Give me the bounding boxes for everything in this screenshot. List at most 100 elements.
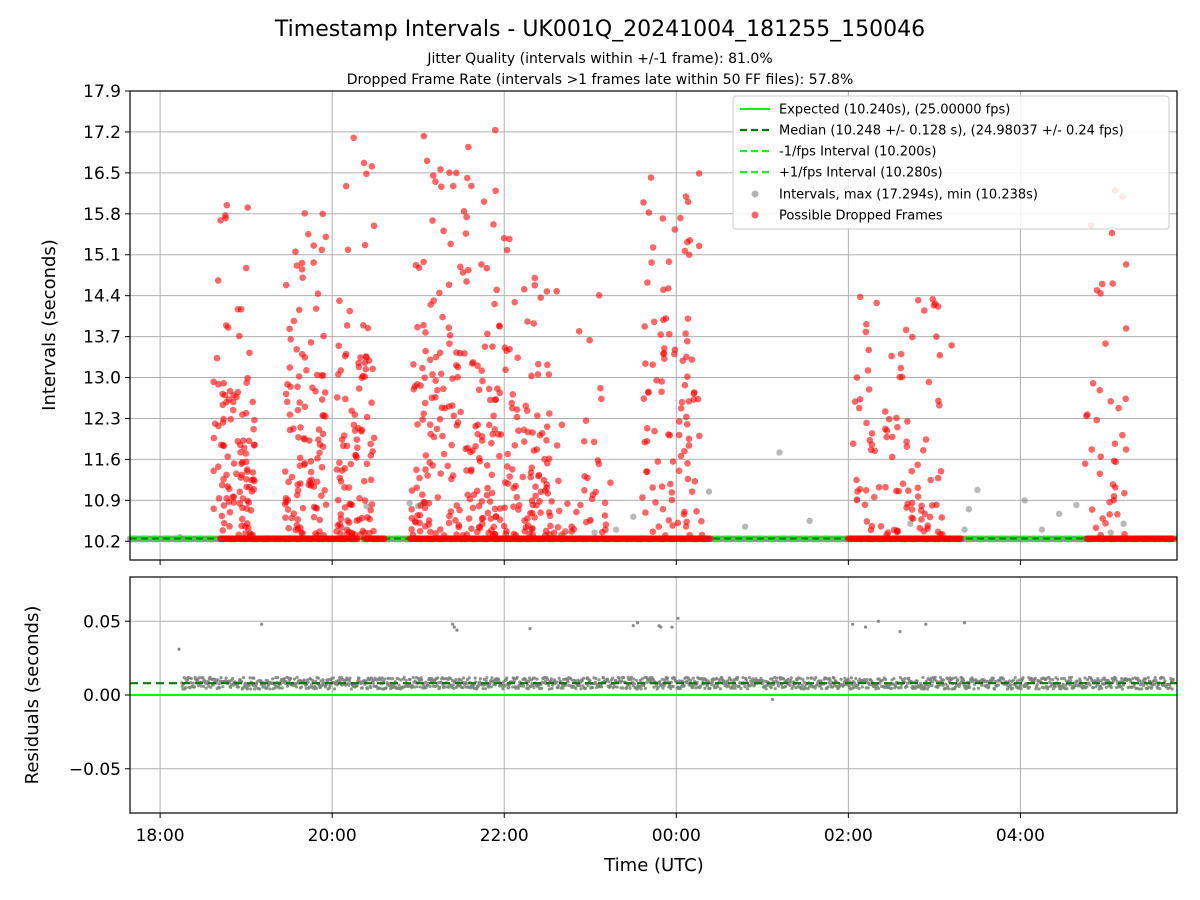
residual-point xyxy=(300,685,304,689)
residual-point xyxy=(1137,687,1141,691)
dropped-frame-point xyxy=(218,481,226,489)
residual-point xyxy=(199,684,203,688)
residual-point xyxy=(921,675,925,679)
dropped-frame-point xyxy=(929,295,937,303)
dropped-frame-point xyxy=(420,410,428,417)
residual-point xyxy=(348,676,352,680)
dropped-frame-point xyxy=(235,531,243,539)
legend-intervals: Intervals, max (17.294s), min (10.238s) xyxy=(779,188,1038,203)
residual-point xyxy=(1018,684,1023,688)
residual-point xyxy=(574,686,578,691)
dropped-frame-point xyxy=(364,324,372,332)
dropped-frame-point xyxy=(1096,470,1104,478)
dropped-frame-point xyxy=(589,491,597,499)
intervals-y-tick-label: 10.9 xyxy=(83,491,121,511)
residual-point xyxy=(1069,678,1073,683)
residual-point xyxy=(934,679,939,683)
residual-point xyxy=(925,687,930,691)
dropped-frame-point xyxy=(356,494,363,502)
residual-point xyxy=(632,677,636,681)
dropped-frame-point xyxy=(529,531,537,539)
dropped-frame-point xyxy=(868,522,876,530)
interval-point xyxy=(1055,510,1063,518)
residual-point xyxy=(938,675,943,680)
dropped-frame-point xyxy=(460,208,468,215)
dropped-frame-point xyxy=(928,502,936,509)
interval-point xyxy=(630,513,637,520)
dropped-frame-point xyxy=(299,274,306,281)
residuals-y-ticks: 0.05 0.00 −0.05 xyxy=(69,612,130,780)
residual-point xyxy=(857,686,861,691)
dropped-frame-point xyxy=(555,507,563,515)
residual-point xyxy=(788,683,792,687)
residuals-panel: 0.05 0.00 −0.05 18:00 20:00 22:00 00:00 02:00 0… xyxy=(22,576,1178,876)
dropped-frame-point xyxy=(422,466,429,473)
dropped-frame-point xyxy=(669,458,677,465)
residual-point xyxy=(776,684,781,688)
dropped-frame-point xyxy=(496,505,504,512)
dropped-frame-point xyxy=(881,408,889,415)
dropped-frame-point xyxy=(564,500,571,507)
residual-point xyxy=(786,677,790,682)
dropped-frame-point xyxy=(488,471,496,479)
residual-point xyxy=(415,685,419,689)
residual-point xyxy=(1146,675,1150,680)
dropped-frame-point xyxy=(665,258,673,265)
residual-point xyxy=(501,687,505,691)
dropped-frame-point xyxy=(238,459,246,466)
residual-point xyxy=(770,677,774,681)
dropped-frame-point xyxy=(444,462,451,470)
dropped-frame-point xyxy=(937,468,945,475)
dropped-frame-point xyxy=(410,385,418,393)
dropped-frame-point xyxy=(236,488,244,496)
residual-point xyxy=(1056,677,1060,681)
dropped-frame-point xyxy=(320,332,327,340)
residual-point xyxy=(736,675,740,679)
dropped-frame-point xyxy=(470,491,478,499)
dropped-frame-point xyxy=(296,462,304,469)
dropped-frame-point xyxy=(890,526,898,534)
residual-point xyxy=(1132,684,1136,688)
dropped-frame-point xyxy=(1088,506,1096,513)
dropped-frame-point xyxy=(1108,229,1116,237)
dropped-frame-point xyxy=(503,527,510,535)
dropped-frame-point xyxy=(334,522,342,529)
dropped-frame-point xyxy=(295,373,303,380)
residual-point xyxy=(547,687,552,691)
dropped-frame-point xyxy=(520,426,528,434)
intervals-y-axis-label: Intervals (seconds) xyxy=(39,239,60,411)
dropped-frame-point xyxy=(367,440,374,448)
residual-point xyxy=(579,687,583,691)
dropped-frame-point xyxy=(681,247,689,255)
dropped-frame-point xyxy=(649,484,656,491)
dropped-frame-point xyxy=(658,483,666,490)
dropped-frame-point xyxy=(429,217,436,224)
dropped-frame-point xyxy=(503,463,511,470)
dropped-frame-point xyxy=(226,522,233,530)
residual-point xyxy=(941,683,945,687)
dropped-frame-point xyxy=(490,221,497,228)
residual-point xyxy=(1170,687,1174,691)
residual-point xyxy=(408,678,412,682)
dropped-frame-point xyxy=(685,435,693,443)
dropped-frame-point xyxy=(575,328,583,335)
residual-point xyxy=(967,685,972,690)
dropped-frame-point xyxy=(645,388,652,396)
dropped-frame-point xyxy=(856,293,864,301)
dropped-frame-point xyxy=(904,418,911,425)
dropped-frame-point xyxy=(1122,395,1129,403)
dropped-frame-point xyxy=(492,187,499,195)
residual-point xyxy=(515,675,519,679)
residual-point xyxy=(1021,676,1025,680)
residuals-y-tick-label: 0.05 xyxy=(83,612,121,632)
residual-point xyxy=(383,677,387,681)
dropped-frame-point xyxy=(683,413,690,421)
dropped-frame-point xyxy=(914,461,921,469)
dropped-frame-point xyxy=(524,515,531,522)
dropped-frame-point xyxy=(540,476,548,484)
dropped-frame-point xyxy=(491,426,499,433)
dropped-frame-point xyxy=(426,356,434,364)
dropped-frame-point xyxy=(347,460,355,468)
residual-point xyxy=(1091,686,1095,690)
interval-point xyxy=(1073,501,1080,509)
